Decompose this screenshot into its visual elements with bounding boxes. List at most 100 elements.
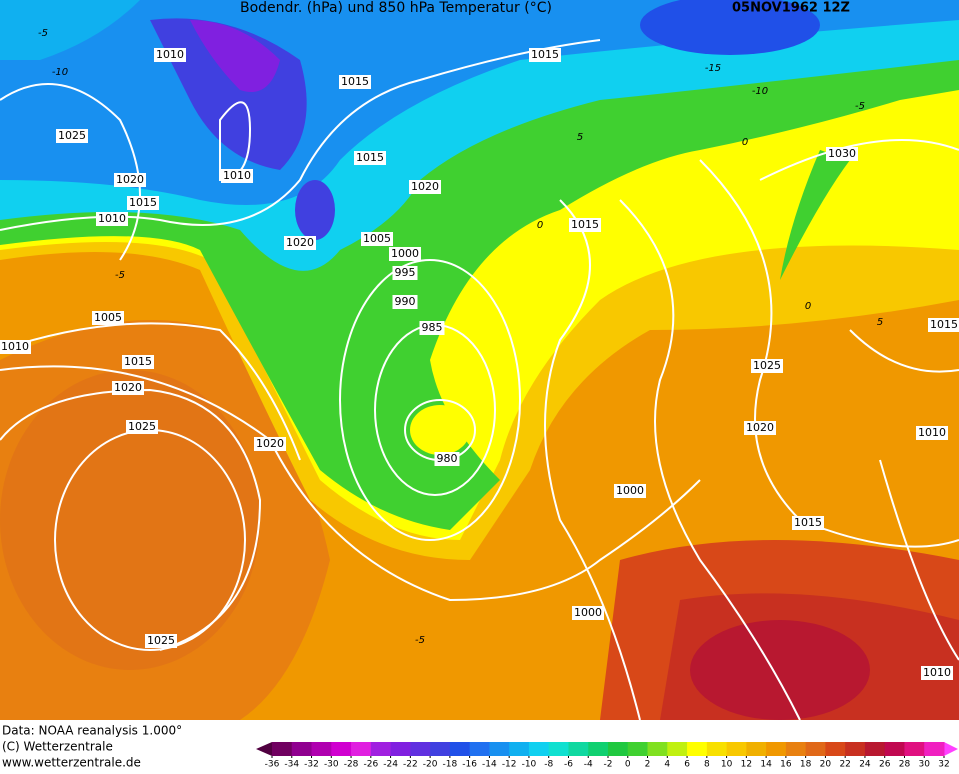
legend-swatch [410,742,431,756]
legend-label: -12 [502,760,517,770]
map-title: Bodendr. (hPa) und 850 hPa Temperatur (°… [240,0,552,16]
isobar-label-bg [361,232,393,246]
isotherm-label: -10 [752,86,768,97]
legend-label: -34 [284,760,299,770]
legend-label: -2 [604,760,613,770]
isotherm-label: 0 [537,220,543,231]
isobar-label-bg [916,426,948,440]
isobar-label-bg [569,218,601,232]
legend-swatch [370,742,392,756]
isobar-label: 995 [395,266,416,279]
isobar-label: 1015 [124,355,152,368]
isobar-label-bg [0,340,31,354]
legend-label: -18 [443,760,458,770]
isotherm-label: -15 [705,63,721,74]
legend-swatch [647,742,668,756]
legend-swatch [687,742,708,756]
legend-under [256,742,272,756]
legend-swatch [726,742,747,756]
legend-label: 14 [760,760,772,770]
isobar-label: 1010 [98,212,126,225]
legend-label: -26 [363,760,378,770]
isobar-label-bg [354,151,386,165]
isobar-label: 1025 [753,359,781,372]
legend-label: 20 [820,760,832,770]
isobar-label: 1025 [128,420,156,433]
isobar-label-bg [154,48,186,62]
isobar-label-bg [122,355,154,369]
isotherm-label: -5 [415,635,425,646]
isobar-label-bg [529,48,561,62]
isobar-label-bg [339,75,371,89]
legend-swatch [548,742,569,756]
isobar-label-bg [92,311,124,325]
legend-label: -16 [462,760,477,770]
legend-label: 6 [684,760,690,770]
isobar-label: 1015 [930,318,958,331]
legend-swatch [766,742,787,756]
footer-source: Data: NOAA reanalysis 1.000° [2,724,182,738]
legend-label: 0 [625,760,631,770]
isobar-label: 1030 [828,147,856,160]
legend-label: 18 [800,760,812,770]
isotherm-label: 0 [742,137,748,148]
isobar-label-bg [928,318,959,332]
legend-label: -14 [482,760,497,770]
legend-swatch [291,742,313,756]
color-legend: -36 -34 -32 -30 -28 -26 -24 -22 -20 -18 -16 -14 -12-… [256,742,958,770]
legend-label: -36 [265,760,280,770]
isobar-label: 1020 [286,236,314,249]
legend-swatch [430,742,451,756]
isobar-label: 1025 [147,634,175,647]
footer-url: www.wetterzentrale.de [2,756,141,770]
legend-label: 16 [780,760,792,770]
legend-swatch [845,742,866,756]
map-date: 05NOV1962 12Z [732,1,850,16]
isobar-label-bg [392,295,418,309]
isotherm-label: 5 [577,132,583,143]
isobar-label-bg [434,452,460,466]
legend-label: 2 [645,760,651,770]
legend-over [944,742,958,756]
isotherm-label: 5 [877,317,883,328]
isobar-label: 1020 [746,421,774,434]
legend-label: 10 [721,760,733,770]
isobar-label: 1020 [116,173,144,186]
isobar-label-bg [221,169,253,183]
isobar-label: 1000 [574,606,602,619]
isobar-label: 1015 [356,151,384,164]
isobar-label: 1015 [531,48,559,61]
isobar-label-bg [56,129,88,143]
isobar-label-bg [419,321,445,335]
isobar-label-bg [389,247,421,261]
legend-swatch [785,742,807,756]
legend-label: -24 [383,760,398,770]
legend-swatch [864,742,886,756]
legend-swatch [924,742,945,756]
isobar-label: 1010 [223,169,251,182]
legend-swatch [568,742,589,756]
isobar-label: 1000 [391,247,419,260]
isobar-label: 1015 [341,75,369,88]
legend-label: -28 [344,760,359,770]
isobar-label: 1010 [923,666,951,679]
isobar-label-bg [751,359,783,373]
isobar-label-bg [114,173,146,187]
isobar-label: 1015 [129,196,157,209]
legend-label: -10 [522,760,537,770]
legend-swatch [528,742,550,756]
isobar-label-bg [792,516,824,530]
isobar-label-bg [826,147,858,161]
isobar-label-bg [127,196,159,210]
isobar-label-bg [614,484,646,498]
isotherm-label: 0 [805,301,811,312]
legend-swatch [331,742,352,756]
legend-label: 24 [859,760,871,770]
isobar-label-bg [572,606,604,620]
legend-swatch [805,742,826,756]
isobar-label: 1015 [794,516,822,529]
legend-swatch [904,742,925,756]
legend-label: -8 [544,760,553,770]
